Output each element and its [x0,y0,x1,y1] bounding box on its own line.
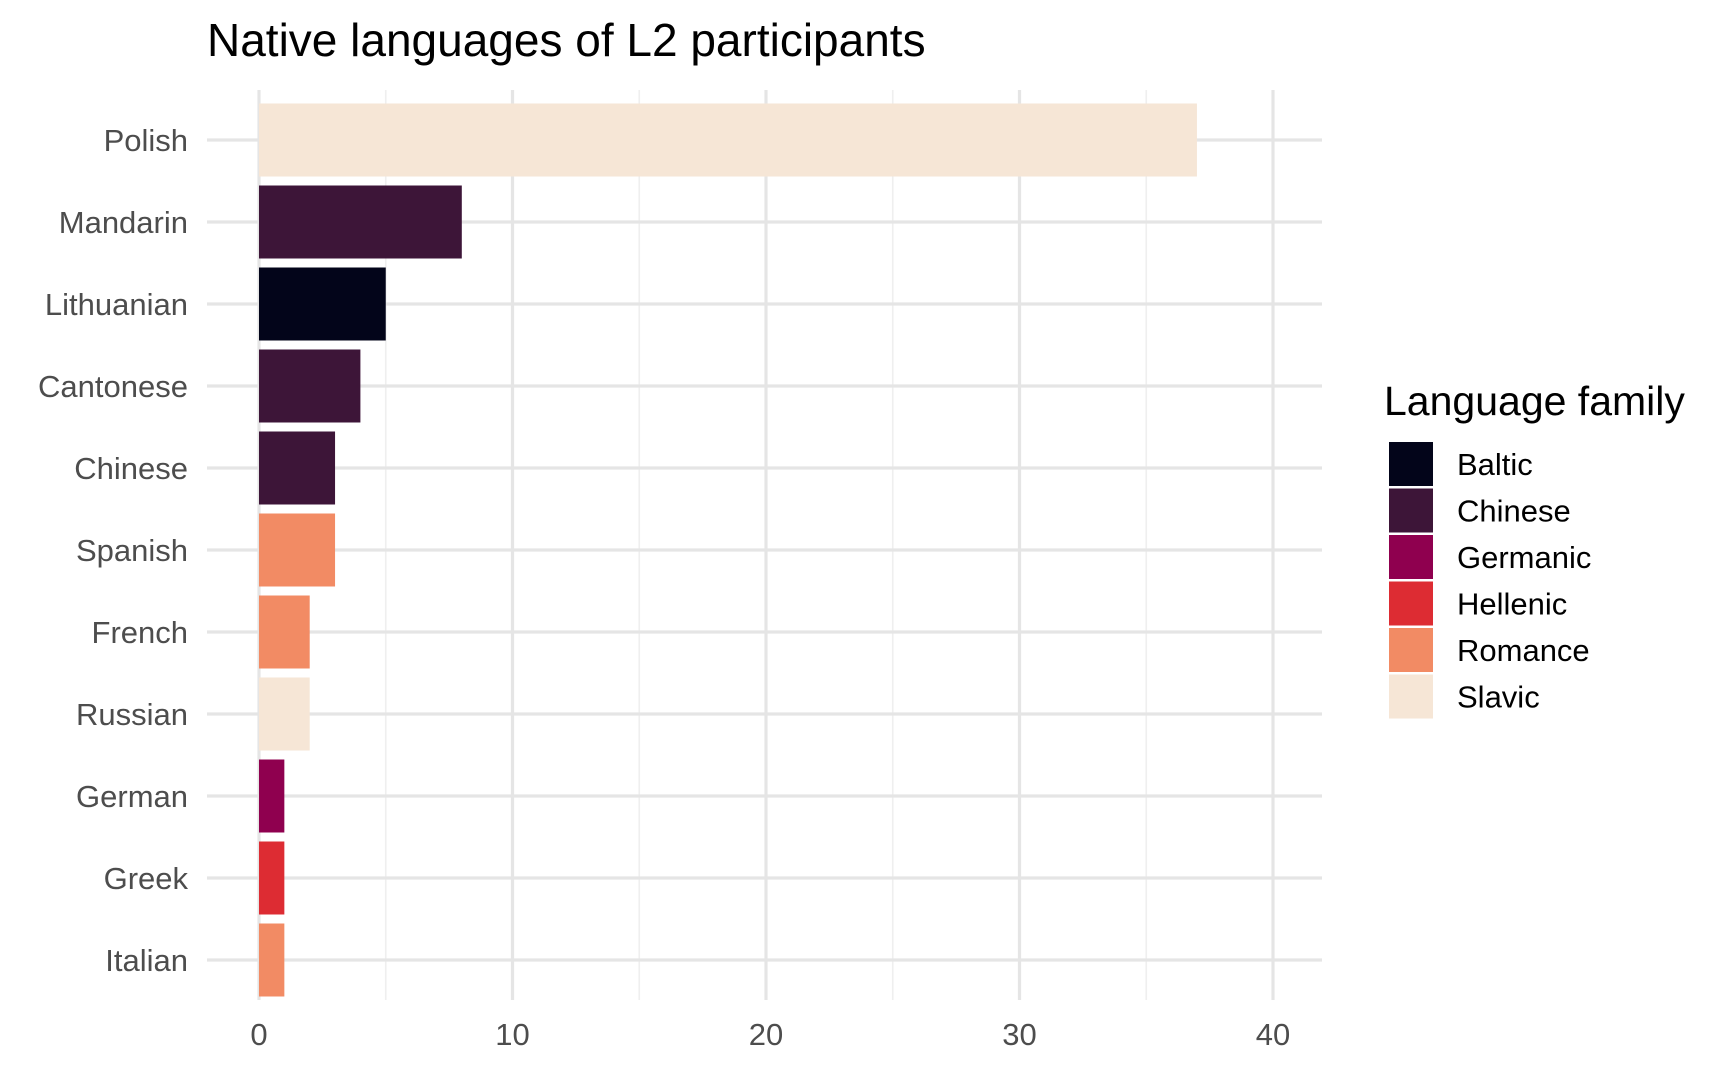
bar-french [259,595,310,669]
legend-key-romance [1389,628,1433,672]
y-tick-label: Italian [105,943,188,978]
bar-cantonese [259,349,361,423]
y-tick-label: German [76,779,188,814]
bar-russian [259,677,310,751]
y-tick-label: Cantonese [38,369,188,404]
legend-key-slavic [1389,674,1433,719]
y-tick-label: Mandarin [59,205,188,240]
y-tick-label: Chinese [74,451,188,486]
legend-label-germanic: Germanic [1457,540,1591,575]
y-tick-label: Spanish [76,533,188,568]
x-tick-label: 0 [250,1017,267,1052]
legend-key-baltic [1389,442,1433,486]
x-axis-tick-labels: 0 10 20 30 40 [250,1017,1290,1052]
legend-label-chinese: Chinese [1457,494,1571,529]
legend-label-romance: Romance [1457,633,1590,668]
bar-spanish [259,513,336,587]
legend-key-hellenic [1389,581,1433,626]
x-tick-label: 30 [1002,1017,1036,1052]
legend-key-chinese [1389,488,1433,533]
y-tick-label: Lithuanian [45,287,188,322]
legend-label-baltic: Baltic [1457,447,1533,482]
bar-mandarin [259,185,462,259]
x-tick-label: 40 [1256,1017,1290,1052]
legend-label-slavic: Slavic [1457,680,1540,715]
x-tick-label: 20 [749,1017,783,1052]
bar-german [259,759,285,833]
legend-label-hellenic: Hellenic [1457,587,1567,622]
legend-key-germanic [1389,535,1433,579]
y-tick-label: French [92,615,188,650]
bar-greek [259,841,285,915]
bar-polish [259,103,1197,177]
y-tick-label: Russian [76,697,188,732]
legend: Language family Baltic Chinese Germanic Hel… [1384,378,1685,719]
x-tick-label: 10 [495,1017,529,1052]
legend-title: Language family [1384,378,1685,424]
bars [259,103,1197,997]
bar-chinese [259,431,336,505]
bar-italian [259,923,285,997]
bar-lithuanian [259,267,386,341]
y-tick-label: Polish [104,123,188,158]
y-tick-label: Greek [104,861,189,896]
y-axis-tick-labels: Polish Mandarin Lithuanian Cantonese Chinese… [38,123,188,978]
chart-title: Native languages of L2 participants [207,14,926,66]
